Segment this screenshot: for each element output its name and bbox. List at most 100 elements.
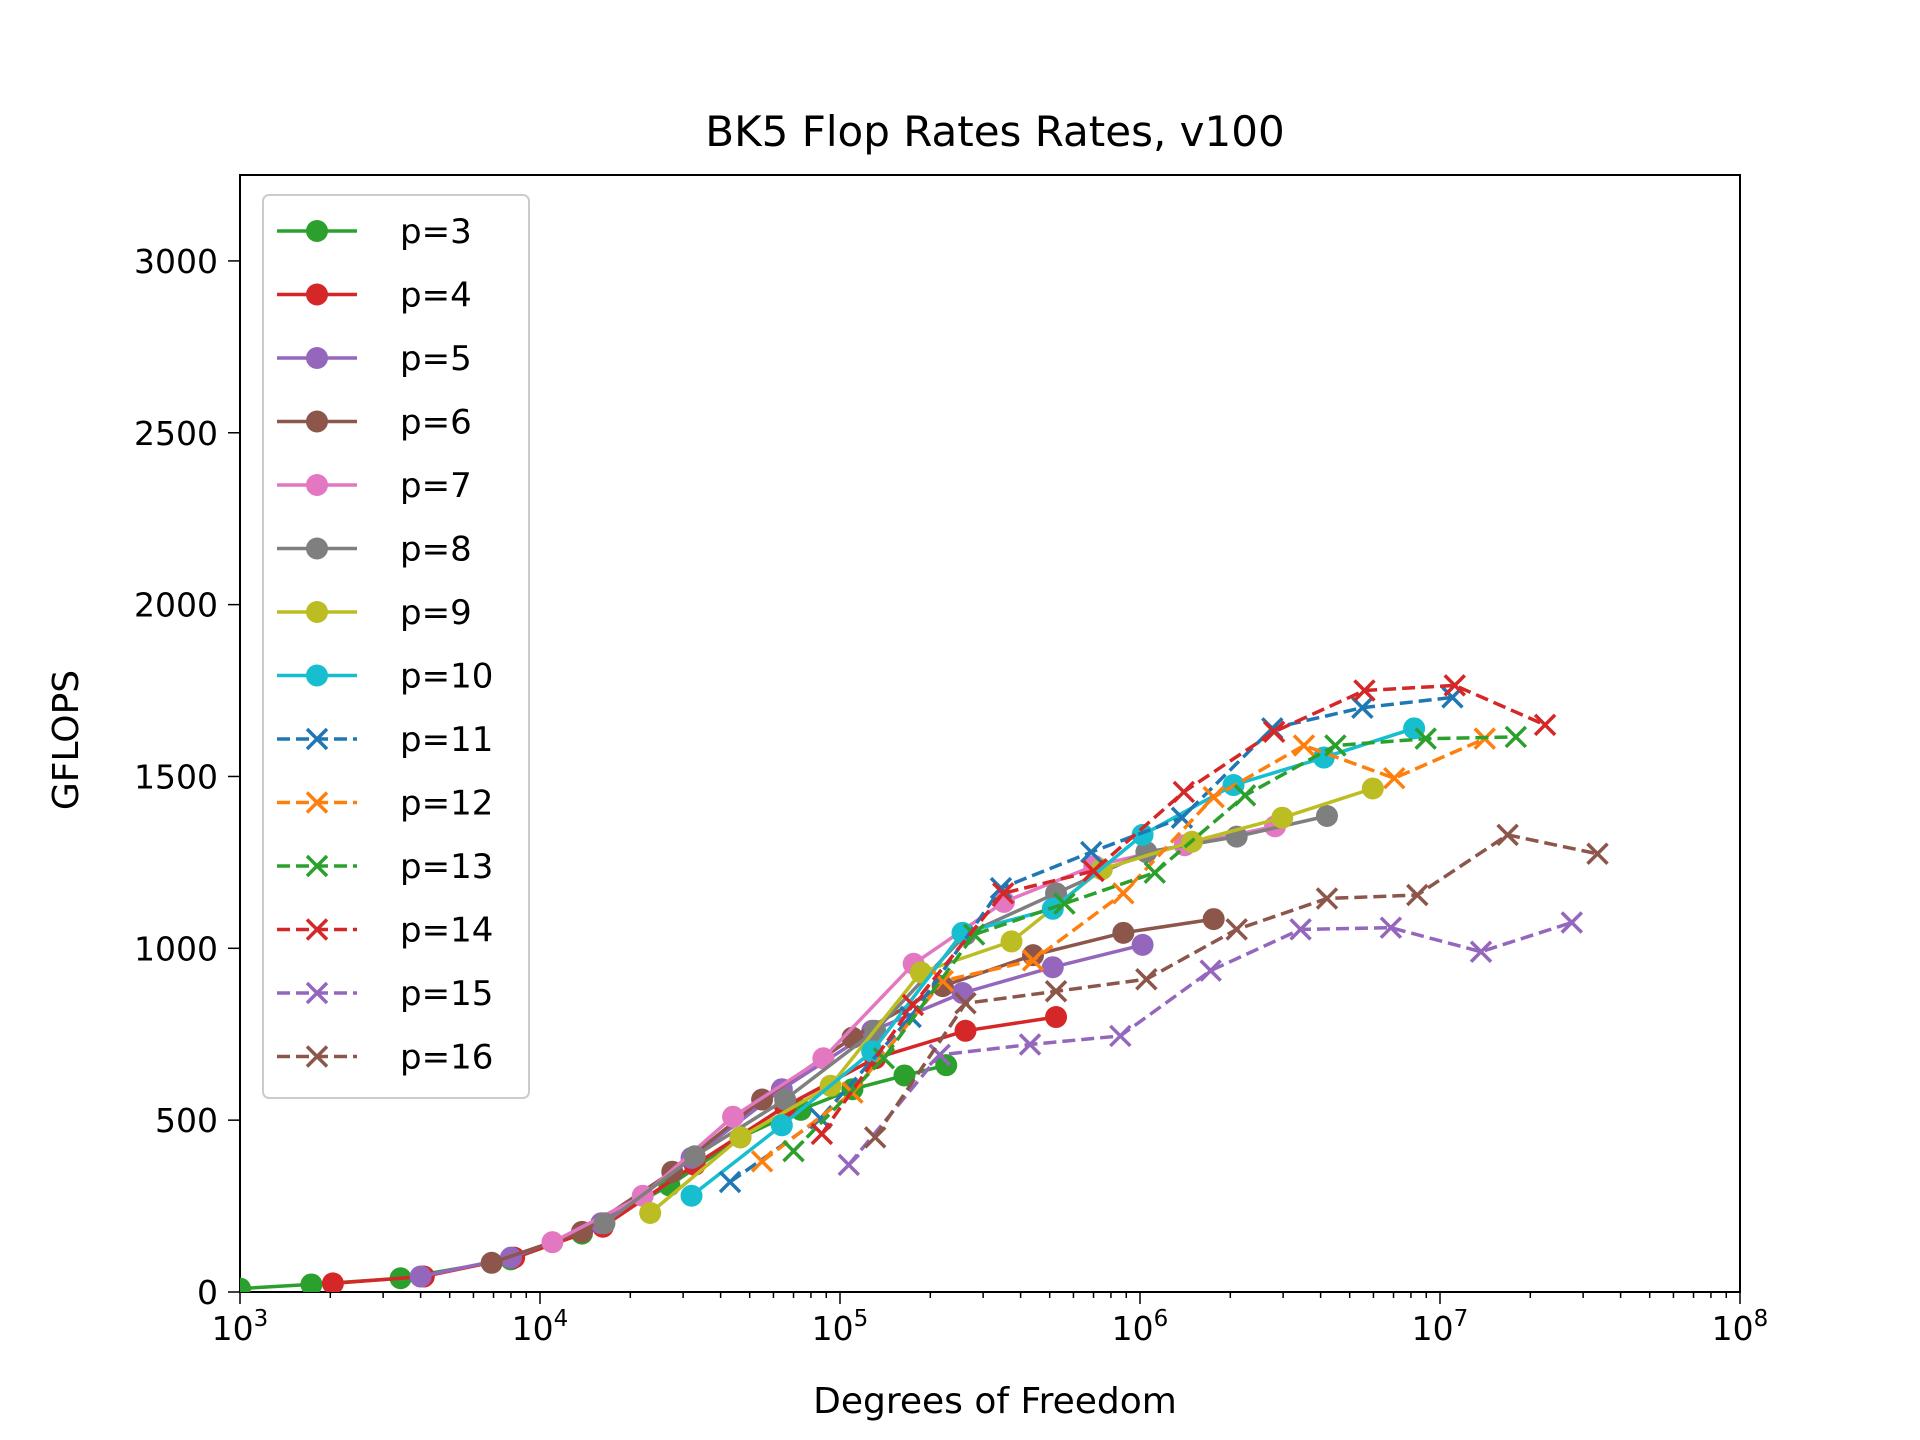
legend: p=3 p=4 p=5 p=6 p=7 p=8 p=9 p=10 p=11 p=12 p=13 p=1…	[262, 194, 530, 1099]
x-tick-label: 107	[1412, 1306, 1469, 1348]
x-tick-exponent: 5	[854, 1306, 869, 1332]
data-point	[812, 1047, 835, 1070]
x-tick-exponent: 3	[254, 1306, 269, 1332]
data-point	[409, 1265, 432, 1288]
data-point	[991, 882, 1015, 905]
data-point	[1000, 930, 1023, 953]
data-point	[639, 1201, 662, 1224]
x-tick-label: 106	[1112, 1306, 1169, 1348]
data-point	[782, 1139, 805, 1163]
legend-marker	[306, 283, 328, 306]
data-point	[1082, 859, 1105, 883]
data-point	[1414, 727, 1437, 750]
legend-item: p=15	[277, 974, 493, 1014]
data-point	[1044, 980, 1068, 1003]
x-tick-exponent: 8	[1754, 1306, 1769, 1332]
legend-marker	[305, 1045, 329, 1068]
data-point	[1045, 1006, 1068, 1029]
data-point	[1586, 842, 1609, 866]
data-point	[1202, 908, 1225, 931]
data-point	[1315, 804, 1338, 827]
data-point	[722, 1105, 745, 1128]
data-point	[1172, 780, 1196, 804]
legend-label: p=6	[400, 403, 472, 443]
data-point	[901, 993, 925, 1017]
x-tick-base: 10	[1112, 1309, 1154, 1348]
data-point	[1262, 720, 1286, 744]
legend-item: p=3	[277, 212, 472, 252]
y-tick-label: 2000	[134, 586, 218, 625]
data-point	[1022, 944, 1045, 967]
x-tick-exponent: 4	[554, 1306, 569, 1332]
data-point	[1112, 882, 1135, 905]
data-point	[1383, 766, 1406, 790]
data-point	[935, 1054, 958, 1077]
data-point	[928, 1043, 951, 1067]
data-point	[1112, 921, 1135, 944]
series-p-15	[837, 911, 1584, 1177]
data-point	[240, 1277, 251, 1292]
series-line	[847, 920, 1573, 1166]
legend-marker	[306, 537, 328, 560]
series-layer	[240, 674, 1609, 1292]
data-point	[774, 1088, 797, 1111]
legend-label: p=15	[400, 974, 493, 1014]
legend-marker	[306, 220, 328, 242]
data-point	[1533, 713, 1557, 737]
data-point	[1361, 777, 1384, 800]
legend-label: p=12	[400, 784, 493, 824]
y-tick-label: 1000	[134, 929, 218, 968]
legend-marker	[306, 474, 328, 496]
data-point	[1353, 679, 1376, 702]
data-point	[321, 1272, 344, 1292]
x-tick-label: 104	[512, 1306, 569, 1348]
series-line	[820, 683, 1546, 1135]
legend-label: p=11	[400, 720, 493, 760]
legend-item: p=7	[277, 466, 472, 506]
legend-marker	[306, 347, 328, 369]
y-tick-label: 0	[197, 1273, 218, 1312]
axes-frame	[239, 174, 1741, 1293]
plot-area: 103 104 105 106 107 1080500100015002000250030…	[134, 174, 1769, 1348]
data-point	[1225, 918, 1248, 941]
legend-item: p=4	[277, 276, 472, 316]
data-point	[1109, 1024, 1132, 1048]
series-line	[792, 735, 1516, 1153]
legend-item: p=6	[277, 403, 472, 443]
legend-item: p=16	[277, 1038, 493, 1078]
legend-label: p=9	[400, 593, 472, 633]
data-point	[962, 923, 986, 946]
x-tick-exponent: 7	[1454, 1306, 1469, 1332]
series-p-13	[782, 725, 1528, 1163]
legend-label: p=16	[400, 1038, 493, 1078]
legend-item: p=13	[277, 847, 493, 887]
data-point	[1496, 823, 1519, 847]
legend-marker	[306, 410, 328, 433]
data-point	[1202, 785, 1225, 809]
legend-marker	[305, 791, 329, 814]
y-tick-label: 2500	[134, 414, 218, 453]
data-point	[1324, 734, 1347, 757]
legend-label: p=8	[400, 530, 472, 570]
data-point	[1504, 725, 1528, 749]
y-tick-label: 1500	[134, 757, 218, 796]
data-point	[1143, 861, 1167, 884]
data-point	[300, 1273, 323, 1292]
legend-item: p=12	[277, 784, 493, 824]
data-point	[770, 1114, 793, 1137]
legend-marker	[305, 981, 329, 1005]
data-point	[1406, 883, 1429, 907]
x-tick-base: 10	[1412, 1309, 1454, 1348]
data-point	[680, 1184, 703, 1207]
x-tick-base: 10	[512, 1309, 554, 1348]
legend-item: p=8	[277, 530, 472, 570]
data-point	[480, 1251, 503, 1274]
data-point	[570, 1220, 593, 1243]
legend-marker	[306, 601, 328, 623]
data-point	[810, 1122, 834, 1146]
series-p-9	[639, 777, 1384, 1224]
chart-title: BK5 Flop Rates Rates, v100	[705, 107, 1284, 156]
data-point	[1135, 968, 1158, 991]
data-point	[954, 1019, 977, 1042]
x-tick-label: 103	[212, 1306, 269, 1348]
